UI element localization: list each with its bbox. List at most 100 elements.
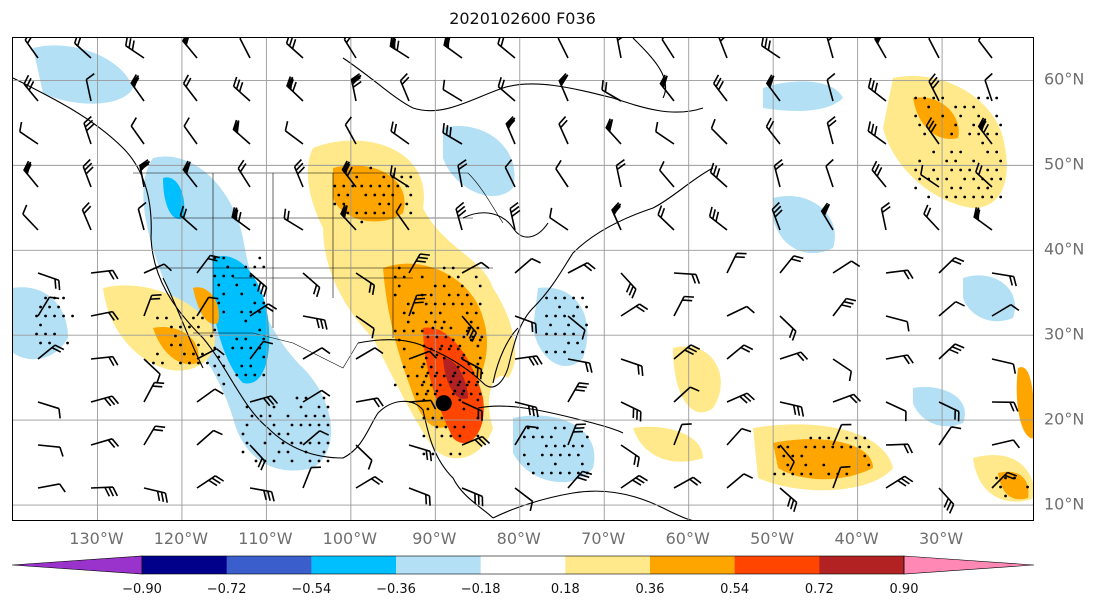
stipple-dot bbox=[286, 414, 290, 418]
stipple-dot bbox=[777, 445, 781, 449]
wind-barb bbox=[124, 38, 145, 59]
stipple-dot bbox=[553, 462, 557, 466]
wind-barb bbox=[390, 121, 410, 145]
stipple-dot bbox=[914, 186, 918, 190]
stipple-dot bbox=[406, 374, 410, 378]
stipple-dot bbox=[290, 441, 294, 445]
stipple-dot bbox=[451, 374, 455, 378]
stipple-dot bbox=[322, 414, 326, 418]
lon-label: 40°W bbox=[834, 529, 879, 548]
stipple-dot bbox=[571, 444, 575, 448]
stipple-dot bbox=[553, 444, 557, 448]
stipple-dot bbox=[923, 132, 927, 136]
stipple-dot bbox=[373, 193, 377, 197]
coastline-south-america bbox=[492, 490, 693, 520]
stipple-dot bbox=[231, 274, 235, 278]
wind-barb bbox=[22, 204, 39, 231]
stipple-dot bbox=[478, 302, 482, 306]
stipple-dot bbox=[351, 184, 355, 188]
shade-negative bbox=[33, 45, 133, 104]
stipple-dot bbox=[402, 275, 406, 279]
stipple-dot bbox=[272, 423, 276, 427]
stipple-dot bbox=[918, 159, 922, 163]
wind-barb bbox=[920, 164, 940, 188]
stipple-dot bbox=[326, 405, 330, 409]
stipple-dot bbox=[35, 332, 38, 336]
stipple-dot bbox=[462, 335, 466, 339]
wind-barb bbox=[442, 122, 463, 145]
wind-barb bbox=[302, 430, 330, 446]
stipple-dot bbox=[458, 434, 462, 438]
colorbar-frame bbox=[141, 555, 905, 575]
wind-barb bbox=[874, 38, 887, 59]
stipple-dot bbox=[290, 423, 294, 427]
wind-barb bbox=[616, 38, 627, 59]
stipple-dot bbox=[317, 405, 321, 409]
stipple-dot bbox=[326, 423, 330, 427]
wind-barb bbox=[443, 38, 463, 59]
stipple-dot bbox=[308, 459, 312, 463]
stipple-dot bbox=[449, 380, 453, 384]
wind-barb bbox=[143, 425, 166, 446]
wind-barb bbox=[343, 38, 357, 59]
colorbar-tick-label: −0.72 bbox=[206, 582, 247, 597]
stipple-dot bbox=[867, 445, 871, 449]
stipple-dot bbox=[442, 320, 446, 324]
stipple-dot bbox=[476, 434, 480, 438]
wind-barb bbox=[620, 303, 649, 317]
stipple-dot bbox=[299, 441, 303, 445]
wind-barb bbox=[620, 401, 642, 422]
stipple-dot bbox=[272, 405, 276, 409]
stipple-dot bbox=[263, 441, 267, 445]
stipple-dot bbox=[545, 332, 548, 336]
stipple-dot bbox=[217, 301, 221, 305]
stipple-dot bbox=[531, 435, 535, 439]
stipple-dot bbox=[977, 114, 981, 118]
stipple-dot bbox=[822, 445, 826, 449]
wind-barb bbox=[514, 425, 537, 446]
shade-positive bbox=[883, 76, 1007, 208]
stipple-dot bbox=[804, 463, 808, 467]
wind-barb bbox=[991, 272, 1017, 287]
wind-barb bbox=[355, 397, 384, 408]
stipple-dot bbox=[397, 338, 401, 342]
stipple-dot bbox=[540, 435, 544, 439]
stipple-dot bbox=[431, 452, 435, 456]
stipple-dot bbox=[387, 202, 391, 206]
stipple-dot bbox=[986, 96, 990, 100]
wind-barb bbox=[659, 74, 675, 102]
stipple-dot bbox=[426, 407, 430, 411]
wind-barb bbox=[885, 475, 914, 489]
stipple-dot bbox=[563, 296, 566, 300]
stipple-dot bbox=[258, 328, 262, 332]
stipple-dot bbox=[277, 432, 281, 436]
stipple-dot bbox=[405, 184, 409, 188]
stipple-dot bbox=[471, 371, 475, 375]
stipple-dot bbox=[304, 414, 308, 418]
wind-barb bbox=[601, 80, 622, 102]
stipple-dot bbox=[453, 425, 457, 429]
wind-barb bbox=[871, 160, 887, 188]
stipple-dot bbox=[337, 193, 341, 197]
stipple-dot bbox=[941, 96, 945, 100]
map-panel bbox=[12, 37, 1034, 521]
wind-barb bbox=[977, 117, 993, 145]
stipple-dot bbox=[845, 472, 849, 476]
wind-barb bbox=[37, 401, 61, 419]
stipple-dot bbox=[387, 184, 391, 188]
stipple-dot bbox=[373, 211, 377, 215]
stipple-dot bbox=[549, 453, 553, 457]
shade-positive bbox=[633, 426, 703, 462]
stipple-dot bbox=[197, 325, 200, 329]
wind-barb bbox=[37, 344, 65, 360]
stipple-dot bbox=[576, 471, 580, 475]
colorbar-tick-label: 0.18 bbox=[550, 582, 580, 597]
coastline-florida bbox=[492, 327, 519, 384]
stipple-dot bbox=[1013, 476, 1016, 480]
stipple-dot bbox=[62, 314, 65, 318]
wind-barb bbox=[673, 386, 700, 403]
stipple-dot bbox=[558, 471, 562, 475]
stipple-dot bbox=[322, 450, 326, 454]
stipple-dot bbox=[222, 256, 226, 260]
stipple-dot bbox=[322, 396, 326, 400]
